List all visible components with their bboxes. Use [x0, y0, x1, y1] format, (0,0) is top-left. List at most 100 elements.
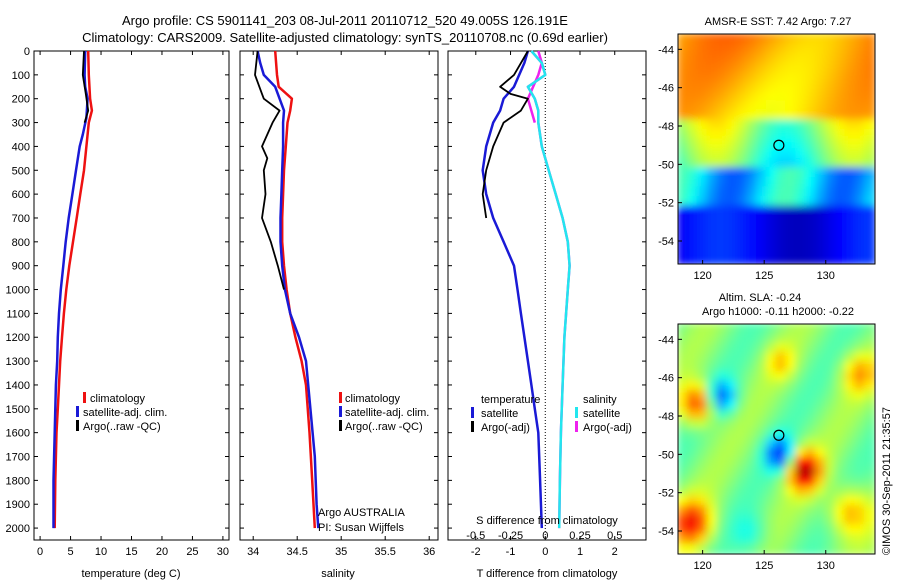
sst-cell	[726, 157, 739, 170]
sst-cell	[795, 157, 808, 170]
sst-cell	[745, 205, 758, 218]
sla-cell	[736, 324, 748, 335]
sla-cell	[706, 380, 719, 393]
sla-cell	[795, 390, 808, 402]
sst-cell	[736, 253, 748, 264]
sla-cell	[814, 495, 827, 508]
sst-cell	[736, 234, 748, 246]
sla-cell	[824, 324, 837, 335]
sst-cell	[716, 34, 729, 45]
sst-cell	[745, 243, 758, 256]
sst-cell	[706, 157, 719, 170]
depth-tick-label: 1600	[6, 428, 30, 440]
sla-cell	[824, 361, 837, 373]
sla-cell	[696, 380, 709, 393]
legend-label-s-satellite: satellite	[583, 408, 620, 420]
sst-cell	[864, 157, 875, 170]
sst-cell	[834, 234, 847, 246]
sla-cell	[775, 380, 788, 393]
sla-cell	[854, 418, 867, 431]
sla-cell	[844, 324, 857, 335]
sla-cell	[706, 342, 719, 354]
sst-cell	[785, 34, 798, 45]
sst-cell	[864, 128, 875, 141]
sst-cell	[696, 224, 709, 237]
sla-cell	[726, 351, 739, 364]
sla-cell	[805, 332, 817, 345]
sla-cell	[824, 409, 837, 421]
sst-cell	[716, 42, 729, 55]
sla-cell	[686, 361, 699, 373]
sst-cell	[726, 205, 739, 218]
sla-cell	[864, 324, 875, 335]
depth-tick-label: 900	[12, 261, 30, 273]
sla-cell	[755, 476, 768, 488]
sst-cell	[864, 52, 875, 64]
sla-cell	[736, 418, 748, 431]
sla-cell	[726, 342, 739, 354]
sst-cell	[686, 215, 699, 227]
sla-cell	[686, 485, 699, 498]
sst-cell	[785, 224, 798, 237]
temperature-xlabel: temperature (deg C)	[81, 568, 180, 580]
sst-cell	[726, 253, 739, 264]
sst-cell	[844, 148, 857, 160]
sst-cell	[755, 205, 768, 218]
sst-cell	[814, 205, 827, 218]
sst-cell	[696, 167, 709, 179]
sla-cell	[765, 543, 778, 554]
sla-cell	[755, 514, 768, 527]
sst-cell	[736, 52, 748, 64]
sla-cell	[745, 324, 758, 335]
sla-cell	[765, 361, 778, 373]
sst-cell	[686, 119, 699, 131]
sst-cell	[686, 253, 699, 264]
sst-cell	[805, 176, 817, 189]
sst-cell	[795, 80, 808, 93]
sst-cell	[785, 42, 798, 55]
sst-cell	[736, 167, 748, 179]
lat-tick-label: -48	[658, 411, 674, 423]
sst-cell	[755, 71, 768, 83]
sst-cell	[755, 61, 768, 74]
sla-cell	[736, 543, 748, 554]
sst-cell	[716, 224, 729, 237]
difference-axes-frame	[447, 50, 647, 541]
sla-cell	[805, 476, 817, 488]
sla-cell	[726, 399, 739, 412]
sst-cell	[854, 71, 867, 83]
sst-cell	[765, 52, 778, 64]
sla-cell	[814, 524, 827, 536]
sla-cell	[814, 533, 827, 546]
sla-cell	[745, 438, 758, 450]
sla-cell	[775, 324, 788, 335]
sst-cell	[686, 109, 699, 122]
sst-cell	[696, 61, 709, 74]
sla-cell	[716, 324, 729, 335]
sst-cell	[824, 186, 837, 198]
sst-cell	[864, 205, 875, 218]
depth-tick-label: 500	[12, 165, 30, 177]
sst-cell	[726, 80, 739, 93]
sla-cell	[716, 543, 729, 554]
sst-cell	[795, 186, 808, 198]
depth-tick-label: 1800	[6, 475, 30, 487]
sst-cell	[706, 215, 719, 227]
sst-cell	[785, 109, 798, 122]
sla-cell	[775, 428, 788, 440]
sla-cell	[795, 447, 808, 460]
x-tick-label: 35.5	[374, 546, 395, 558]
sla-cell	[844, 543, 857, 554]
sla-cell	[854, 409, 867, 421]
depth-tick-label: 0	[24, 46, 30, 58]
sla-cell	[736, 476, 748, 488]
sla-cell	[864, 466, 875, 479]
sst-cell	[785, 148, 798, 160]
top-tick-label: -0.25	[498, 530, 523, 542]
sla-cell	[854, 428, 867, 440]
sla-cell	[755, 438, 768, 450]
temperature-panel: 0100200300400500600700800900100011001200…	[6, 46, 230, 580]
sla-cell	[726, 505, 739, 517]
top-tick-label: 0.25	[569, 530, 590, 542]
sst-cell	[726, 34, 739, 45]
